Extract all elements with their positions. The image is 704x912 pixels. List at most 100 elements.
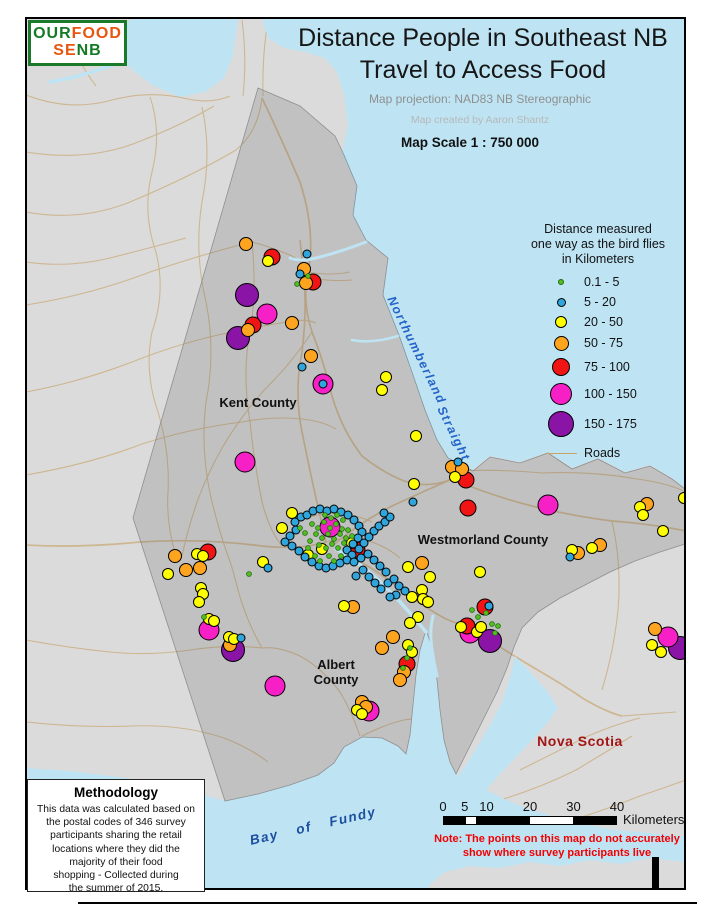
map-point xyxy=(345,527,351,533)
legend-item-label: 20 - 50 xyxy=(584,315,623,329)
map-point xyxy=(305,273,311,279)
page-title-line2: Travel to Access Food xyxy=(359,56,607,84)
legend-item: 5 - 20 xyxy=(545,292,696,312)
map-point xyxy=(323,545,329,551)
map-point xyxy=(408,478,420,490)
map-point xyxy=(407,645,413,651)
map-point xyxy=(341,540,347,546)
map-point xyxy=(340,517,346,523)
map-point xyxy=(241,323,255,337)
map-point xyxy=(400,665,406,671)
legend-title-line3: in Kilometers xyxy=(561,252,635,266)
map-point xyxy=(208,615,220,627)
logo-line1: OURFOOD xyxy=(33,25,122,42)
legend-item: 50 - 75 xyxy=(545,332,696,354)
westmorland-county-label: Westmorland County xyxy=(417,532,549,547)
map-point xyxy=(331,536,337,542)
map-point xyxy=(322,512,328,518)
map-point xyxy=(256,303,278,325)
map-point xyxy=(483,610,489,616)
map-point xyxy=(262,255,274,267)
map-point xyxy=(353,533,363,543)
legend-item-label: 0.1 - 5 xyxy=(584,275,620,289)
methodology-line: majority of their food xyxy=(69,856,163,868)
map-point xyxy=(329,541,335,547)
map-point xyxy=(412,611,424,623)
map-point xyxy=(364,572,374,582)
map-point xyxy=(333,521,339,527)
map-point xyxy=(348,539,358,549)
methodology-line: This data was calculated based on xyxy=(37,804,195,815)
map-point xyxy=(655,646,667,658)
map-point xyxy=(354,544,364,554)
map-point xyxy=(637,509,649,521)
map-point xyxy=(475,621,487,633)
map-point xyxy=(376,384,388,396)
map-point xyxy=(302,530,308,536)
legend-item-label: 50 - 75 xyxy=(584,336,623,350)
scale-bar-segment xyxy=(530,817,573,824)
map-point xyxy=(297,525,303,531)
map-point xyxy=(424,571,436,583)
map-point xyxy=(338,600,350,612)
methodology-line: the summer of 2015. xyxy=(68,883,164,895)
survey-points-layer xyxy=(162,237,684,722)
scale-bar-segment xyxy=(573,817,616,824)
legend-items: 0.1 - 5 5 - 20 20 - 50 50 - 75 75 - 100 100 -… xyxy=(500,272,696,440)
map-point xyxy=(358,565,368,575)
map-point xyxy=(287,541,297,551)
map-point xyxy=(263,563,273,573)
map-point xyxy=(389,574,399,584)
map-point xyxy=(404,655,410,661)
map-point xyxy=(325,531,331,537)
map-point xyxy=(299,276,313,290)
map-point xyxy=(276,522,288,534)
scale-bar-segment xyxy=(444,817,466,824)
map-point xyxy=(193,561,207,575)
map-point xyxy=(315,525,321,531)
map-point xyxy=(375,641,389,655)
methodology-box: Methodology This data was calculated bas… xyxy=(27,779,205,895)
map-point xyxy=(304,349,318,363)
scale-tick-label: 5 xyxy=(461,799,469,814)
legend-item: 150 - 175 xyxy=(545,408,696,440)
map-point xyxy=(386,630,400,644)
legend-title-line2: one way as the bird flies xyxy=(530,237,666,251)
north-bar-marker xyxy=(652,857,659,888)
map-point xyxy=(475,614,481,620)
map-point xyxy=(369,555,379,565)
map-point xyxy=(459,499,477,517)
map-point xyxy=(400,586,410,596)
map-point xyxy=(364,532,374,542)
map-point xyxy=(300,552,310,562)
map-point xyxy=(309,521,315,527)
legend-item: 100 - 150 xyxy=(545,379,696,408)
legend-circle-icon xyxy=(555,316,567,328)
methodology-line: participants sharing the retail xyxy=(50,830,182,842)
legend-item: 20 - 50 xyxy=(545,312,696,332)
map-point xyxy=(469,607,475,613)
scale-bar-segments xyxy=(443,816,617,825)
map-point xyxy=(239,237,253,251)
map-point xyxy=(393,673,407,687)
legend-circle-icon xyxy=(550,382,572,405)
legend-item-label: 100 - 150 xyxy=(584,386,637,401)
map-point xyxy=(285,531,295,541)
map-point xyxy=(646,639,658,651)
map-point xyxy=(321,519,327,525)
map-point xyxy=(234,451,256,473)
legend-circle-icon xyxy=(556,297,566,307)
map-point xyxy=(678,492,684,504)
map-point xyxy=(316,542,322,548)
map-point xyxy=(193,596,205,608)
map-point xyxy=(295,269,305,279)
scale-tick-label: 30 xyxy=(566,799,581,814)
map-point xyxy=(317,558,323,564)
map-point xyxy=(349,515,359,525)
legend-roads-label: Roads xyxy=(584,446,621,460)
map-point xyxy=(422,596,434,608)
map-point xyxy=(455,621,467,633)
map-point xyxy=(657,626,679,648)
map-point xyxy=(246,571,252,577)
